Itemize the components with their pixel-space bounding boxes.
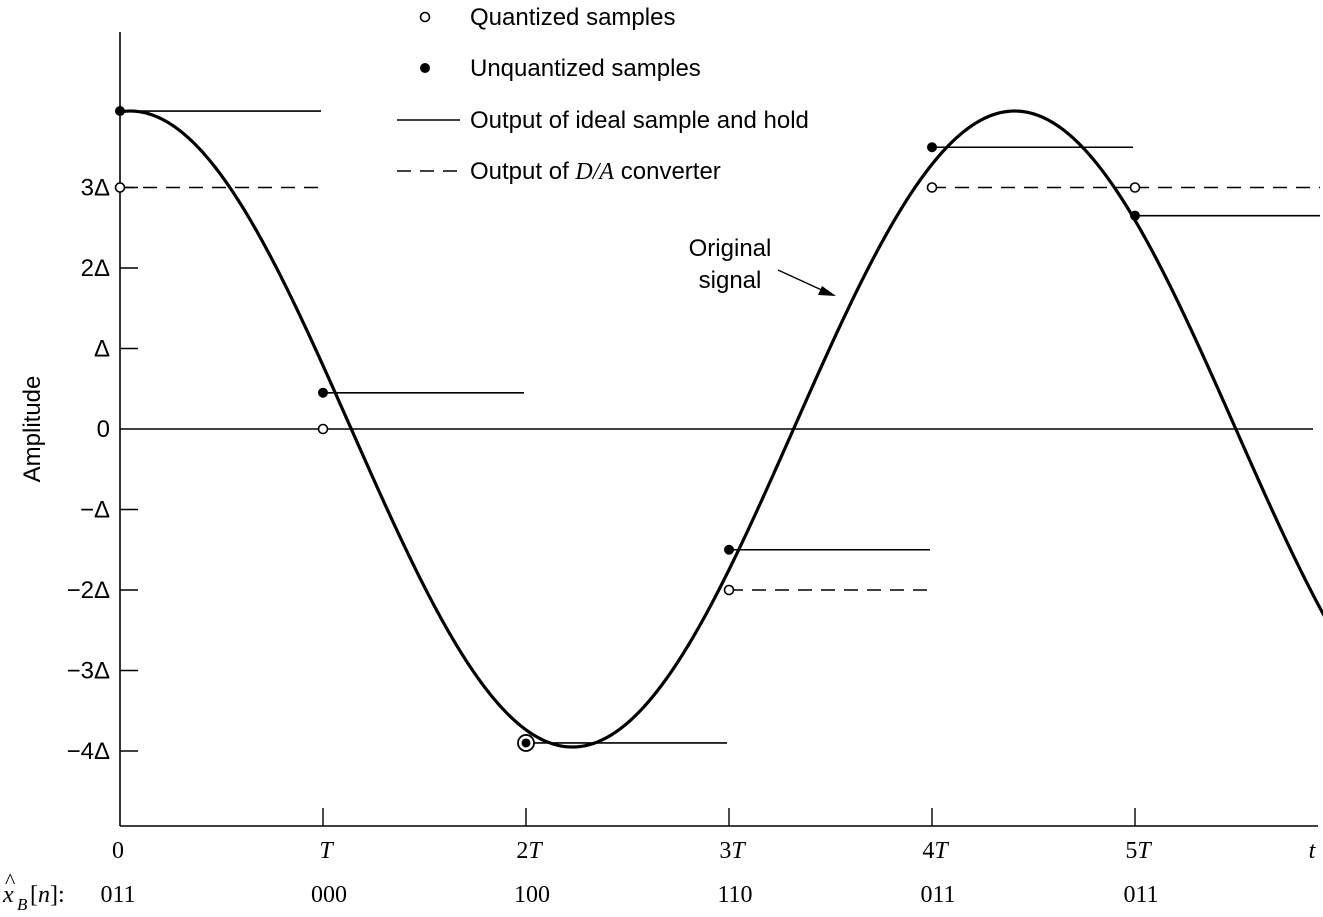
code-value: 011 (1123, 882, 1158, 908)
legend-unquantized-label: Unquantized samples (470, 55, 701, 82)
sample-markers (114, 106, 1141, 752)
legend-da-var: D/A (574, 159, 614, 185)
unquantized-sample (521, 738, 531, 748)
code-label-bracket-close: ]: (50, 882, 65, 908)
code-values: 011 000 100 110 011 011 (100, 882, 1158, 908)
code-value: 011 (920, 882, 955, 908)
x-tick-coef: 5 (1125, 838, 1137, 864)
y-tick-label: −4Δ (67, 738, 110, 765)
y-tick-label: −Δ (80, 497, 110, 524)
y-tick-label: 3Δ (81, 175, 110, 202)
x-axis-end-label: t (1309, 838, 1317, 864)
axes (119, 32, 1318, 827)
x-tick-label: 4T (922, 838, 949, 864)
x-tick-label: T (319, 838, 334, 864)
legend-unquantized-marker (420, 63, 430, 73)
x-tick-var: T (731, 838, 746, 864)
da-output-lines (120, 186, 1320, 591)
x-tick-coef: 0 (112, 838, 124, 864)
x-tick-label: 5T (1125, 838, 1152, 864)
code-value: 000 (311, 882, 347, 908)
legend-quantized-marker (419, 11, 431, 23)
legend-da-suffix: converter (614, 158, 721, 185)
quantized-sample (723, 584, 735, 596)
code-label-n: n (38, 882, 50, 908)
unquantized-sample (1130, 210, 1140, 221)
x-tick-coef: 2 (516, 838, 528, 864)
y-axis-title: Amplitude (19, 376, 46, 483)
annotation-arrow-head (818, 286, 836, 296)
x-axis-tick-labels: 0 T 2T 3T 4T 5T (112, 838, 1152, 864)
y-tick-label: 2Δ (81, 255, 110, 282)
x-tick-label: 3T (719, 838, 746, 864)
annotation-arrow-shaft (777, 269, 827, 293)
quantized-sample (114, 182, 126, 193)
code-label-hat: ^ (5, 868, 16, 893)
quantized-sample (317, 423, 329, 435)
annotation-line-1: Original (689, 235, 772, 262)
annotation-line-2: signal (699, 267, 762, 294)
code-value: 011 (100, 882, 135, 908)
quantized-sample (1129, 182, 1141, 193)
y-tick-label: Δ (94, 336, 110, 363)
x-tick-var: T (528, 838, 543, 864)
y-tick-label: 0 (97, 416, 110, 443)
x-axis-ticks (322, 808, 1136, 826)
x-tick-var: T (934, 838, 949, 864)
code-label-subscript: B (17, 895, 28, 914)
legend-da-label: Output of D/A converter (470, 158, 721, 185)
unquantized-sample (115, 106, 125, 117)
legend: Quantized samples Unquantized samples Ou… (397, 4, 809, 185)
y-axis-ticks (120, 186, 138, 752)
sample-and-hold-lines (120, 110, 1320, 744)
unquantized-sample (724, 544, 734, 555)
x-tick-coef: 3 (719, 838, 731, 864)
x-tick-coef: 4 (922, 838, 934, 864)
code-label-symbol: x (2, 882, 14, 908)
code-value: 100 (514, 882, 550, 908)
y-tick-label: −3Δ (67, 658, 110, 685)
code-label-arg: [n]: (30, 882, 65, 908)
y-axis-tick-labels: 3Δ 2Δ Δ 0 −Δ −2Δ −3Δ −4Δ (67, 175, 110, 766)
legend-da-prefix: Output of (470, 158, 575, 185)
code-value: 110 (717, 882, 752, 908)
unquantized-sample (318, 387, 328, 398)
legend-hold-label: Output of ideal sample and hold (470, 107, 809, 134)
code-label-bracket-open: [ (30, 882, 38, 908)
y-tick-label: −2Δ (67, 577, 110, 604)
code-label: x ^ B [n]: (2, 868, 65, 914)
x-tick-label: 0 (112, 838, 124, 864)
x-tick-var: T (1137, 838, 1152, 864)
signal-annotation: Original signal (689, 235, 836, 296)
x-tick-label: 2T (516, 838, 543, 864)
unquantized-sample (927, 142, 937, 153)
legend-quantized-label: Quantized samples (470, 4, 675, 31)
quantized-sample (926, 182, 938, 193)
x-tick-var: T (319, 838, 334, 864)
